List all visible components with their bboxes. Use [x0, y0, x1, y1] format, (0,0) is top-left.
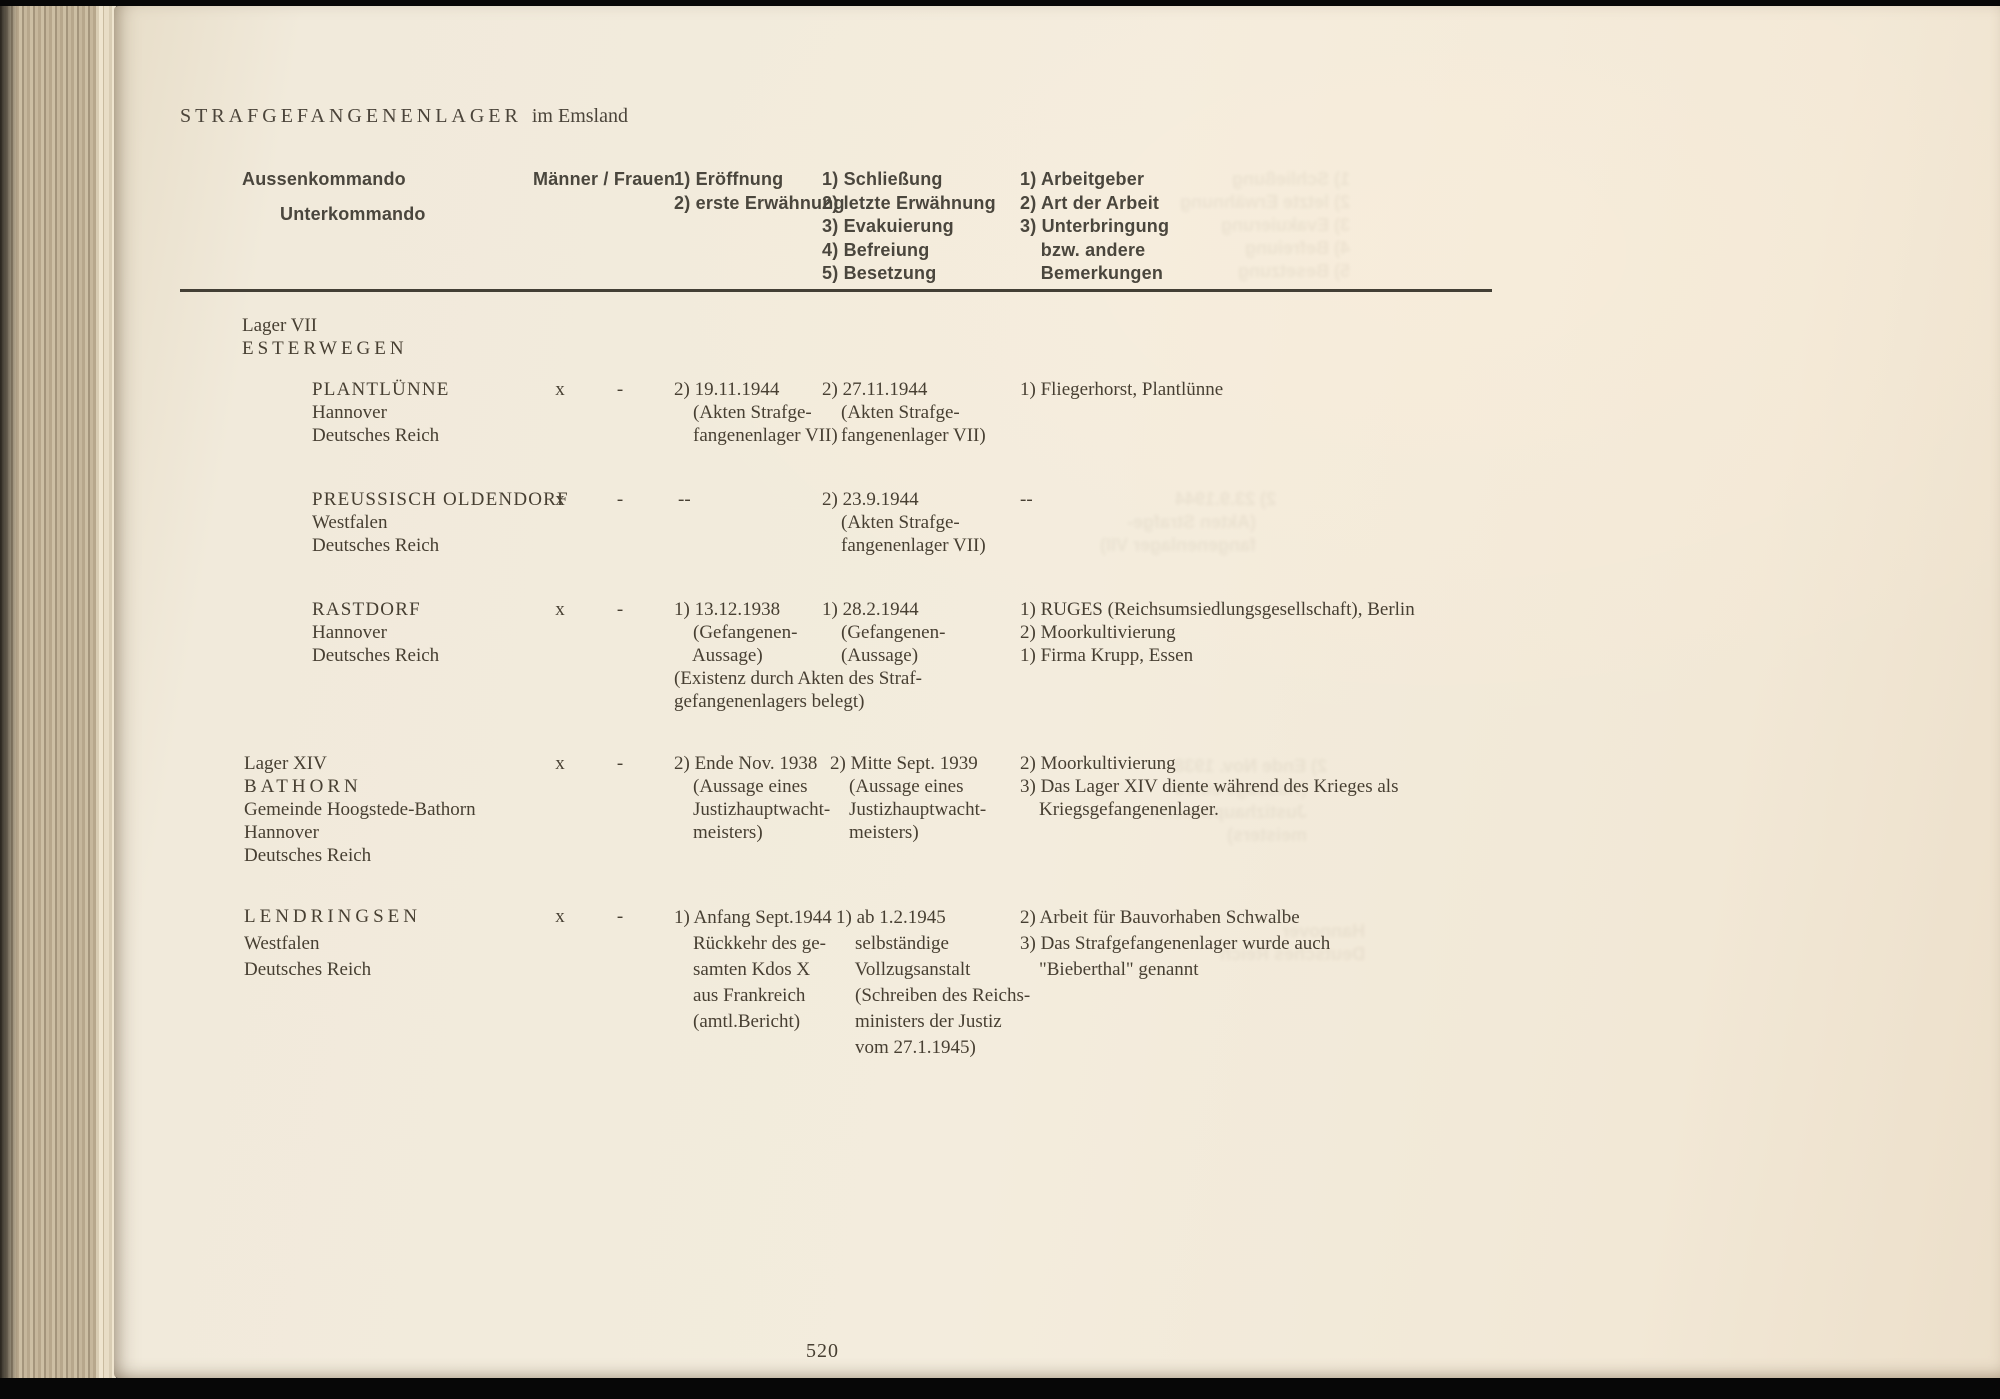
- work-cell: --: [1020, 489, 1033, 510]
- frauen-mark: -: [616, 906, 624, 927]
- closing-cell: 2) 27.11.1944 (Akten Strafge- fangenenla…: [822, 379, 986, 446]
- camp-name: PLANTLÜNNE: [312, 379, 450, 400]
- opening-cell: --: [678, 489, 691, 510]
- column-header-maenner-frauen: Männer / Frauen: [533, 169, 676, 189]
- column-header-arbeitgeber: 1) Arbeitgeber 2) Art der Arbeit 3) Unte…: [1020, 169, 1170, 283]
- opening-cell: 1) 13.12.1938 (Gefangenen- Aussage): [674, 599, 798, 666]
- page-number: 520: [806, 1340, 839, 1362]
- camp-location: Westfalen Deutsches Reich: [244, 933, 372, 980]
- opening-cell: 1) Anfang Sept.1944 Rückkehr des ge- sam…: [674, 907, 832, 1032]
- work-cell: 2) Arbeit für Bauvorhaben Schwalbe 3) Da…: [1020, 907, 1331, 980]
- camp-name: RASTDORF: [312, 599, 421, 620]
- maenner-mark: x: [555, 599, 565, 620]
- closing-cell: 2) 23.9.1944 (Akten Strafge- fangenenlag…: [822, 489, 986, 556]
- column-header-schliessung: 1) Schließung 2) letzte Erwähnung 3) Eva…: [822, 169, 996, 283]
- column-header-aussenkommando: Aussenkommando: [242, 169, 406, 189]
- work-cell: 2) Moorkultivierung 3) Das Lager XIV die…: [1020, 753, 1399, 820]
- camp-location: Hannover Deutsches Reich: [312, 402, 440, 446]
- frauen-mark: -: [616, 599, 624, 620]
- book-page: [114, 6, 2000, 1378]
- evidence-note: (Existenz durch Akten des Straf- gefange…: [674, 668, 922, 712]
- maenner-mark: x: [555, 379, 565, 400]
- closing-cell: 1) 28.2.1944 (Gefangenen- (Aussage): [822, 599, 946, 666]
- maenner-mark: x: [555, 489, 565, 510]
- camp-lager-number: Lager XIV: [244, 753, 327, 774]
- opening-cell: 2) 19.11.1944 (Akten Strafge- fangenenla…: [674, 379, 838, 446]
- section-lager-number: Lager VII: [242, 315, 318, 336]
- opening-cell: 2) Ende Nov. 1938 (Aussage eines Justizh…: [674, 753, 831, 843]
- closing-cell: 1) ab 1.2.1945 selbständige Vollzugsanst…: [836, 907, 1031, 1058]
- photo-edge-top: [0, 0, 2000, 6]
- header-divider-rule: [180, 289, 1492, 292]
- page-title: STRAFGEFANGENENLAGER im Emsland: [180, 105, 628, 128]
- frauen-mark: -: [616, 489, 624, 510]
- book-fore-edge: [0, 0, 96, 1399]
- column-header-eroeffnung: 1) Eröffnung 2) erste Erwähnung: [674, 169, 845, 213]
- work-cell: 1) RUGES (Reichsumsiedlungsgesellschaft)…: [1020, 599, 1415, 666]
- camp-location: Gemeinde Hoogstede-Bathorn Hannover Deut…: [244, 799, 476, 866]
- closing-cell: 2) Mitte Sept. 1939 (Aussage eines Justi…: [830, 753, 987, 843]
- frauen-mark: -: [616, 753, 624, 774]
- camp-name: BATHORN: [244, 776, 362, 797]
- photo-edge-bottom: [0, 1378, 2000, 1399]
- maenner-mark: x: [555, 906, 565, 927]
- camp-location: Westfalen Deutsches Reich: [312, 512, 440, 556]
- section-lager-name: ESTERWEGEN: [242, 338, 408, 359]
- camp-name: LENDRINGSEN: [244, 906, 421, 927]
- maenner-mark: x: [555, 753, 565, 774]
- camp-location: Hannover Deutsches Reich: [312, 622, 440, 666]
- page-title-suffix: [522, 105, 532, 127]
- frauen-mark: -: [616, 379, 624, 400]
- column-header-unterkommando: Unterkommando: [280, 204, 426, 224]
- page-title-region: im Emsland: [531, 105, 628, 127]
- page-stack-edges: [96, 2, 116, 1383]
- page-title-main: STRAFGEFANGENENLAGER: [180, 105, 522, 127]
- work-cell: 1) Fliegerhorst, Plantlünne: [1020, 379, 1224, 400]
- camp-name: PREUSSISCH OLDENDORF: [312, 489, 569, 510]
